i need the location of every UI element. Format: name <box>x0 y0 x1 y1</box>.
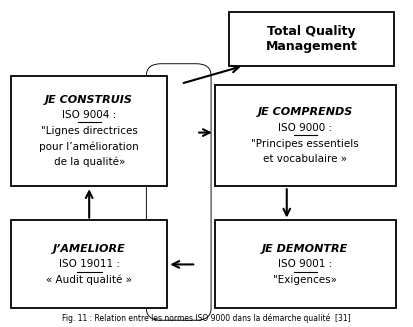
Text: JE COMPRENDS: JE COMPRENDS <box>258 107 353 117</box>
Text: Fig. 11 : Relation entre les normes ISO 9000 dans la démarche qualité  [31]: Fig. 11 : Relation entre les normes ISO … <box>62 314 351 323</box>
Text: "Exigences»: "Exigences» <box>273 275 337 285</box>
FancyBboxPatch shape <box>215 85 396 186</box>
Text: ISO 9001 :: ISO 9001 : <box>278 259 332 269</box>
FancyBboxPatch shape <box>147 64 211 320</box>
Text: ISO 9000 :: ISO 9000 : <box>278 123 332 133</box>
Text: Total Quality: Total Quality <box>267 25 356 38</box>
Text: de la qualité»: de la qualité» <box>54 157 125 167</box>
FancyBboxPatch shape <box>147 64 211 320</box>
Text: "Principes essentiels: "Principes essentiels <box>252 139 359 149</box>
FancyBboxPatch shape <box>229 12 394 66</box>
Text: J’AMELIORE: J’AMELIORE <box>53 244 126 254</box>
Text: ISO 9004 :: ISO 9004 : <box>62 110 116 120</box>
Text: « Audit qualité »: « Audit qualité » <box>46 275 132 285</box>
Text: pour l’amélioration: pour l’amélioration <box>39 141 139 152</box>
Text: ISO 19011 :: ISO 19011 : <box>59 259 120 269</box>
FancyBboxPatch shape <box>11 76 167 186</box>
Text: JE DEMONTRE: JE DEMONTRE <box>262 244 349 254</box>
FancyBboxPatch shape <box>215 220 396 308</box>
Text: et vocabulaire »: et vocabulaire » <box>263 154 347 164</box>
Text: JE CONSTRUIS: JE CONSTRUIS <box>45 95 133 105</box>
Text: Management: Management <box>266 40 357 53</box>
Text: "Lignes directrices: "Lignes directrices <box>41 126 138 136</box>
FancyBboxPatch shape <box>11 220 167 308</box>
